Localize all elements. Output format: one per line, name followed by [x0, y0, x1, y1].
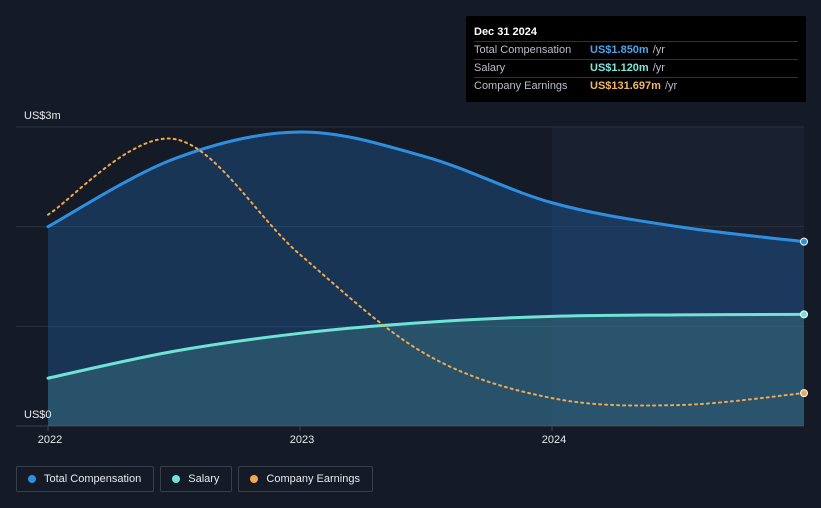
- tooltip-value: US$131.697m: [590, 80, 661, 92]
- tooltip-label: Salary: [474, 62, 506, 74]
- tooltip: Dec 31 2024 Total Compensation US$1.850m…: [466, 16, 806, 102]
- total-compensation-end-marker: [800, 237, 808, 246]
- salary-end-marker: [800, 310, 808, 319]
- tooltip-row-earnings: Company Earnings US$131.697m /yr: [474, 77, 798, 95]
- y-axis-label-max: US$3m: [24, 110, 61, 122]
- legend-dot-icon: [172, 475, 181, 483]
- series-end-markers: [800, 237, 808, 398]
- axis-labels: US$0 US$3m 2022 2023 2024: [24, 110, 566, 446]
- legend-label: Company Earnings: [266, 473, 360, 485]
- legend-item-total-compensation[interactable]: Total Compensation: [16, 466, 155, 492]
- legend: Total Compensation Salary Company Earnin…: [16, 466, 373, 492]
- tooltip-label: Total Compensation: [474, 44, 572, 56]
- total-compensation-area: [48, 131, 804, 427]
- legend-dot-icon: [28, 475, 36, 483]
- legend-label: Salary: [188, 473, 220, 485]
- legend-dot-icon: [250, 475, 259, 483]
- company-earnings-end-marker: [800, 389, 808, 398]
- company-earnings-line: [47, 137, 805, 407]
- grid: [16, 126, 804, 431]
- legend-item-salary[interactable]: Salary: [160, 466, 233, 492]
- y-axis-label-min: US$0: [24, 409, 52, 421]
- tooltip-unit: /yr: [652, 62, 665, 74]
- x-axis-label: 2024: [542, 434, 566, 446]
- tooltip-row-total: Total Compensation US$1.850m /yr: [474, 41, 798, 59]
- legend-item-company-earnings[interactable]: Company Earnings: [238, 466, 373, 492]
- tooltip-date: Dec 31 2024: [474, 26, 537, 38]
- series-lines: [46, 130, 806, 407]
- x-axis-label: 2023: [290, 434, 314, 446]
- legend-label: Total Compensation: [44, 473, 142, 485]
- salary-line: [46, 312, 806, 380]
- x-axis-label: 2022: [38, 434, 62, 446]
- recent-period-band: [552, 127, 804, 426]
- tooltip-row-salary: Salary US$1.120m /yr: [474, 59, 798, 77]
- tooltip-unit: /yr: [664, 80, 678, 92]
- tooltip-label: Company Earnings: [474, 80, 568, 92]
- tooltip-value: US$1.120m: [590, 62, 649, 74]
- tooltip-unit: /yr: [652, 44, 665, 56]
- total-compensation-line: [46, 130, 806, 244]
- tooltip-value: US$1.850m: [590, 44, 649, 56]
